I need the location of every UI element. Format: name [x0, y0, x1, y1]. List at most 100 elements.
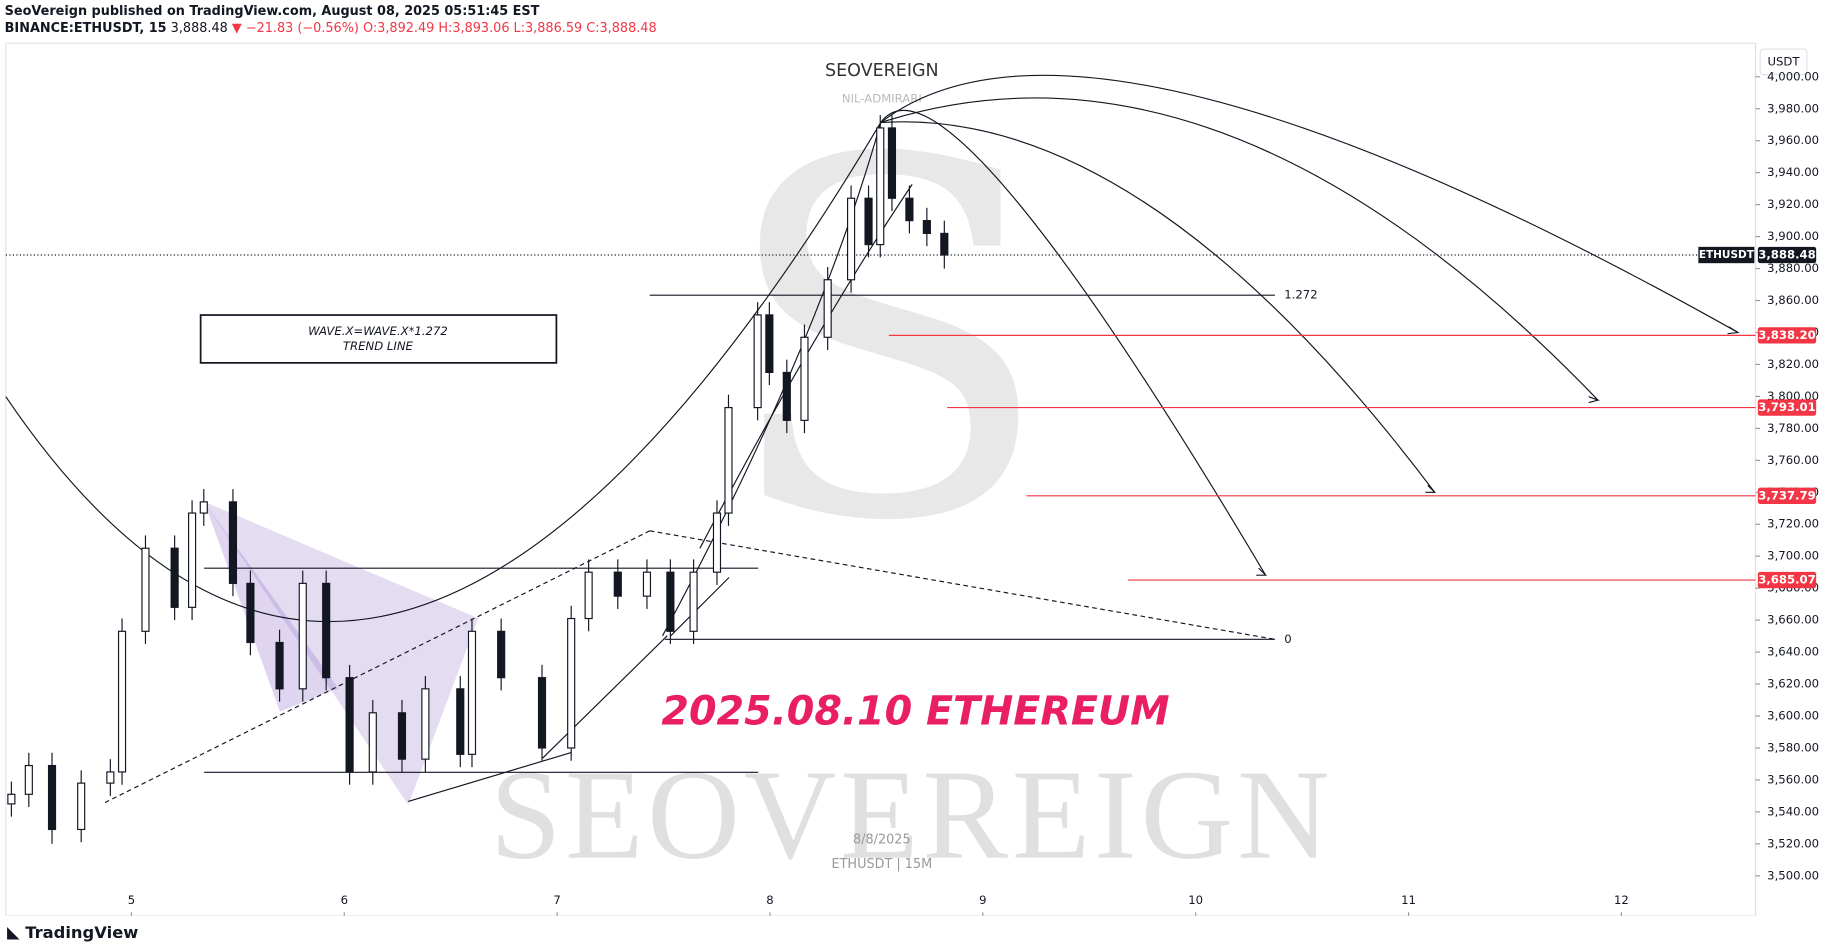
candle-body — [922, 220, 931, 234]
candle-body — [497, 630, 506, 679]
publisher: SeoVereign published on TradingView.com,… — [5, 4, 540, 19]
candle-body — [7, 793, 16, 805]
candle-body — [397, 712, 407, 760]
symbol: BINANCE:ETHUSDT, 15 — [5, 21, 167, 36]
y-tick-label: 3,720.00 — [1767, 517, 1819, 531]
candle-body — [642, 571, 652, 597]
candle-body — [199, 501, 208, 514]
ohlc: O:3,892.49 H:3,893.06 L:3,886.59 C:3,888… — [363, 21, 657, 36]
candle-body — [456, 688, 465, 755]
currency: USDT — [1767, 54, 1800, 68]
candle-body — [584, 571, 593, 620]
y-tick-label: 3,660.00 — [1767, 613, 1819, 627]
candle-body — [275, 641, 284, 690]
y-tick-label: 3,900.00 — [1767, 229, 1819, 243]
candle-body — [567, 617, 576, 749]
candle-body — [345, 677, 354, 773]
change: ▼ −21.83 (−0.56%) — [232, 21, 359, 36]
candle-body — [876, 127, 885, 246]
big-watermark: SEOVEREIGN — [490, 744, 1330, 886]
y-tick-label: 3,540.00 — [1767, 804, 1819, 818]
x-tick-label: 12 — [1614, 893, 1629, 907]
candle-body — [800, 336, 809, 421]
box-text: TREND LINE — [343, 339, 414, 353]
y-tick-label: 3,580.00 — [1767, 740, 1819, 754]
candle-body — [322, 582, 331, 679]
candle-body — [613, 571, 622, 597]
trend-line — [541, 635, 668, 759]
logo-watermark: S — [719, 57, 1055, 628]
watermark-symbol: ETHUSDT | 15M — [831, 857, 932, 872]
level-tag — [1757, 571, 1817, 589]
level-tag — [1757, 399, 1817, 416]
y-tick-label: 3,820.00 — [1767, 357, 1819, 371]
candle-body — [905, 197, 914, 222]
x-tick-label: 7 — [553, 893, 560, 907]
y-tick-label: 3,600.00 — [1767, 709, 1819, 723]
dashed-line — [104, 530, 650, 804]
y-tick-label: 3,960.00 — [1767, 133, 1819, 147]
candle-body — [298, 582, 307, 690]
u-curve — [5, 122, 882, 623]
level-tag — [1757, 327, 1817, 344]
trend-line — [408, 751, 572, 802]
candle-body — [24, 764, 33, 795]
y-tick-label: 3,640.00 — [1767, 645, 1819, 659]
y-tick-label: 3,500.00 — [1767, 868, 1819, 882]
candle-body — [537, 677, 547, 749]
annotation-box — [199, 314, 558, 364]
candle-body — [712, 512, 722, 573]
level-label: 3,793.01 — [1758, 400, 1816, 414]
candle-body — [467, 630, 477, 755]
candle-body — [117, 630, 127, 773]
candle-body — [782, 371, 791, 421]
headline: 2025.08.10 ETHEREUM — [661, 688, 1169, 734]
symbol-line: BINANCE:ETHUSDT, 15 3,888.48 ▼ −21.83 (−… — [5, 21, 657, 36]
x-tick-label: 10 — [1188, 893, 1203, 907]
level-label: 3,838.20 — [1758, 328, 1816, 342]
candle-body — [106, 771, 115, 784]
y-tick-label: 3,700.00 — [1767, 549, 1819, 563]
y-tick-label: 3,880.00 — [1767, 261, 1819, 275]
x-tick-label: 11 — [1401, 893, 1416, 907]
candle-body — [864, 197, 873, 246]
y-tick-label: 4,000.00 — [1767, 69, 1819, 83]
y-tick-label: 3,560.00 — [1767, 772, 1819, 786]
watermark-title: SEOVEREIGN — [825, 61, 939, 81]
candle-body — [170, 547, 179, 608]
projection-arc — [880, 74, 1739, 334]
candle-body — [765, 314, 774, 374]
candle-body — [368, 712, 377, 773]
price: 3,888.48 — [171, 21, 228, 36]
candle-body — [47, 764, 57, 831]
candle-body — [823, 279, 832, 338]
candle-body — [141, 547, 150, 632]
level-label: 3,685.07 — [1758, 573, 1816, 587]
candle-body — [689, 571, 698, 632]
candle-body — [847, 197, 856, 281]
watermark-date: 8/8/2025 — [853, 832, 911, 847]
x-tick-label: 6 — [341, 893, 348, 907]
trend-line — [670, 577, 730, 637]
y-tick-label: 3,620.00 — [1767, 677, 1819, 691]
x-tick-label: 8 — [766, 893, 773, 907]
channel-line — [662, 122, 882, 637]
candle-body — [421, 688, 430, 760]
y-tick-label: 3,980.00 — [1767, 101, 1819, 115]
candle-body — [228, 501, 238, 584]
candle-body — [187, 512, 197, 608]
last-price-name-tag — [1698, 246, 1755, 264]
candle-body — [246, 582, 255, 644]
currency-box — [1759, 48, 1808, 76]
candle-body — [77, 782, 86, 831]
candle-body — [887, 127, 897, 199]
y-tick-label: 3,780.00 — [1767, 421, 1819, 435]
arrowheads — [1256, 326, 1740, 576]
x-tick-label: 9 — [979, 893, 986, 907]
drawings — [5, 74, 1756, 805]
last-price-name: ETHUSDT — [1699, 249, 1755, 261]
y-tick-label: 3,940.00 — [1767, 165, 1819, 179]
projection-arc — [880, 97, 1599, 401]
